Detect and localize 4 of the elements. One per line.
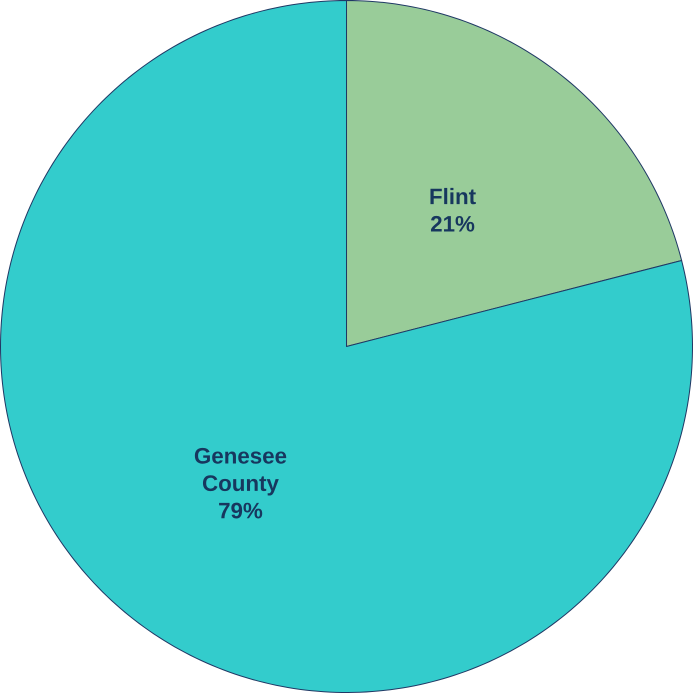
slice-label: Flint: [430, 188, 476, 204]
slice-label: Genesee County: [194, 448, 286, 496]
data-label: 21%: [430, 216, 474, 232]
data-label: 79%: [219, 502, 262, 518]
